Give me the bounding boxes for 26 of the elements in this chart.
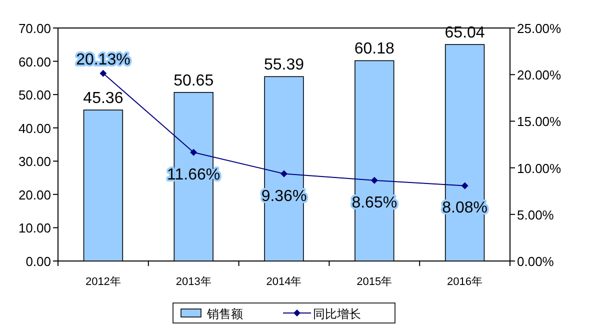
y2tick: 10.00% — [517, 160, 562, 176]
data-label: 55.39 — [264, 56, 304, 74]
y2tick: 5.00% — [517, 207, 554, 222]
ytick: 20.00 — [18, 187, 51, 202]
xtick: 2016年 — [447, 276, 483, 288]
xtick: 2013年 — [176, 276, 212, 288]
legend-label: 销售额 — [206, 307, 243, 321]
y2tick: 15.00% — [517, 114, 562, 130]
xtick: 2014年 — [266, 276, 302, 288]
data-label: 20.13% — [76, 51, 130, 68]
ytick: 0.00 — [26, 254, 51, 269]
ytick: 10.00 — [18, 220, 51, 236]
legend-label: 同比增长 — [313, 307, 361, 321]
ytick: 30.00 — [18, 154, 51, 170]
y2tick: 0.00% — [517, 254, 554, 269]
data-label: 45.36 — [83, 90, 124, 108]
ytick: 40.00 — [18, 120, 51, 136]
xtick: 2015年 — [356, 276, 392, 288]
y2tick: 25.00% — [517, 21, 562, 36]
data-label: 50.65 — [174, 72, 214, 90]
ytick: 50.00 — [18, 88, 51, 103]
xtick: 2012年 — [85, 276, 121, 288]
ytick: 70.00 — [18, 21, 51, 36]
data-label: 60.18 — [354, 40, 394, 58]
ytick: 60.00 — [18, 54, 51, 70]
y2tick: 20.00% — [517, 68, 562, 83]
